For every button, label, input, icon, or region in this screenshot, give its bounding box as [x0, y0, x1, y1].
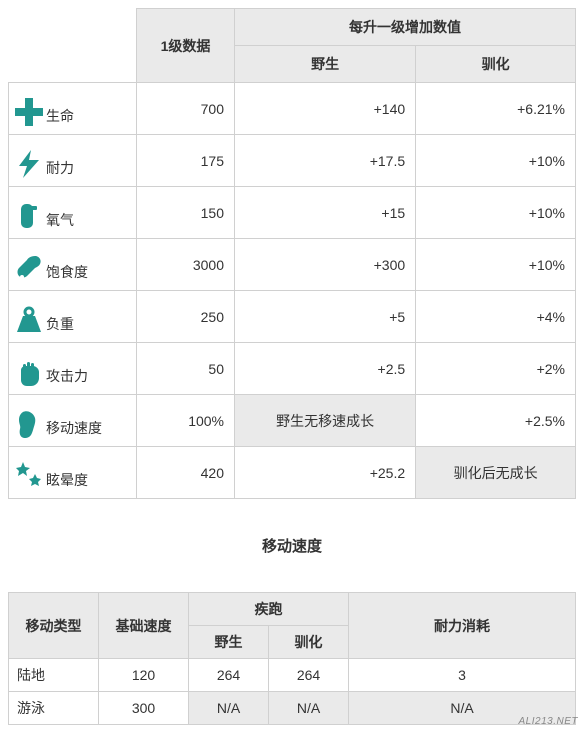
speed-wild: 264 [189, 659, 269, 692]
stat-wild: +300 [235, 239, 416, 291]
speed-row: 陆地1202642643 [9, 659, 576, 692]
stat-wild: +2.5 [235, 343, 416, 395]
stat-lvl1: 100% [137, 395, 235, 447]
meat-icon [13, 252, 45, 284]
speed-header-type: 移动类型 [9, 593, 99, 659]
stat-name-cell: 耐力 [9, 135, 137, 187]
stat-row: 眩晕度 420+25.2驯化后无成长 [9, 447, 576, 499]
stat-lvl1: 50 [137, 343, 235, 395]
stat-wild: +15 [235, 187, 416, 239]
stat-name-cell: 眩晕度 [9, 447, 137, 499]
stat-tamed: +10% [416, 135, 576, 187]
stat-tamed: +2% [416, 343, 576, 395]
speed-table-title: 移动速度 [8, 535, 576, 556]
stat-row: 饱食度 3000+300+10% [9, 239, 576, 291]
stat-label: 氧气 [46, 210, 74, 232]
stat-name-cell: 生命 [9, 83, 137, 135]
stat-label: 生命 [46, 106, 74, 128]
speed-header-tamed: 驯化 [269, 626, 349, 659]
speed-stamina: 3 [349, 659, 576, 692]
stat-name-cell: 移动速度 [9, 395, 137, 447]
stat-wild: +25.2 [235, 447, 416, 499]
stat-tamed: +10% [416, 239, 576, 291]
speed-header-sprint: 疾跑 [189, 593, 349, 626]
stat-tamed: +4% [416, 291, 576, 343]
speed-header-stamina: 耐力消耗 [349, 593, 576, 659]
stat-label: 攻击力 [46, 366, 88, 388]
stat-label: 负重 [46, 314, 74, 336]
tank-icon [13, 200, 45, 232]
stat-row: 耐力 175+17.5+10% [9, 135, 576, 187]
speed-tamed: 264 [269, 659, 349, 692]
speed-type: 游泳 [9, 692, 99, 725]
stat-lvl1: 420 [137, 447, 235, 499]
speed-table: 移动类型 基础速度 疾跑 耐力消耗 野生 驯化 陆地1202642643游泳30… [8, 592, 576, 725]
stat-name-cell: 氧气 [9, 187, 137, 239]
stat-wild: 野生无移速成长 [235, 395, 416, 447]
header-level1: 1级数据 [137, 9, 235, 83]
stat-tamed: 驯化后无成长 [416, 447, 576, 499]
header-wild: 野生 [235, 46, 416, 83]
speed-base: 120 [99, 659, 189, 692]
stat-lvl1: 150 [137, 187, 235, 239]
speed-header-wild: 野生 [189, 626, 269, 659]
stat-row: 攻击力 50+2.5+2% [9, 343, 576, 395]
header-empty [9, 9, 137, 83]
foot-icon [13, 408, 45, 440]
stat-tamed: +6.21% [416, 83, 576, 135]
stat-label: 移动速度 [46, 418, 102, 440]
weight-icon [13, 304, 45, 336]
stat-row: 负重 250+5+4% [9, 291, 576, 343]
stat-row: 移动速度 100%野生无移速成长+2.5% [9, 395, 576, 447]
speed-row: 游泳300N/AN/AN/A [9, 692, 576, 725]
stars-icon [13, 460, 45, 492]
speed-header-base: 基础速度 [99, 593, 189, 659]
stat-name-cell: 饱食度 [9, 239, 137, 291]
speed-wild: N/A [189, 692, 269, 725]
stat-row: 生命 700+140+6.21% [9, 83, 576, 135]
stat-label: 耐力 [46, 158, 74, 180]
speed-type: 陆地 [9, 659, 99, 692]
header-per-level: 每升一级增加数值 [235, 9, 576, 46]
stat-lvl1: 3000 [137, 239, 235, 291]
stat-tamed: +10% [416, 187, 576, 239]
watermark: ALI213.NET [519, 716, 578, 727]
stat-lvl1: 250 [137, 291, 235, 343]
plus-icon [13, 96, 45, 128]
stat-name-cell: 攻击力 [9, 343, 137, 395]
fist-icon [13, 356, 45, 388]
stat-tamed: +2.5% [416, 395, 576, 447]
stat-label: 眩晕度 [46, 470, 88, 492]
bolt-icon [13, 148, 45, 180]
stat-lvl1: 700 [137, 83, 235, 135]
stat-label: 饱食度 [46, 262, 88, 284]
speed-base: 300 [99, 692, 189, 725]
stat-row: 氧气 150+15+10% [9, 187, 576, 239]
stat-lvl1: 175 [137, 135, 235, 187]
stat-wild: +5 [235, 291, 416, 343]
header-tamed: 驯化 [416, 46, 576, 83]
stats-table: 1级数据 每升一级增加数值 野生 驯化 生命 700+140+6.21% 耐力 175… [8, 8, 576, 499]
stat-wild: +140 [235, 83, 416, 135]
stat-wild: +17.5 [235, 135, 416, 187]
stat-name-cell: 负重 [9, 291, 137, 343]
speed-tamed: N/A [269, 692, 349, 725]
